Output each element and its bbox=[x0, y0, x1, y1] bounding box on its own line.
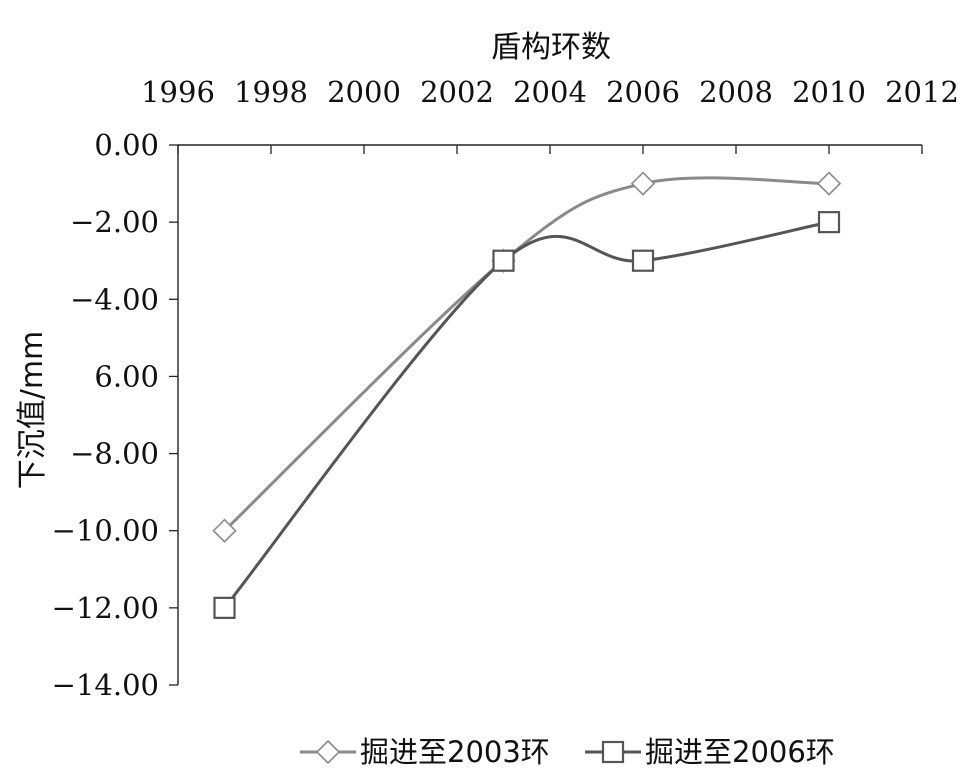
x-tick-label: 2010 bbox=[792, 75, 866, 109]
legend-label: 掘进至2003环 bbox=[360, 735, 550, 769]
axes bbox=[169, 144, 923, 686]
x-tick-label: 2006 bbox=[606, 75, 680, 109]
series-layer bbox=[212, 171, 842, 619]
data-point bbox=[212, 518, 237, 543]
legend-marker bbox=[315, 739, 341, 765]
series-line bbox=[223, 220, 830, 609]
y-tick-label: 6.00 bbox=[94, 359, 159, 393]
data-point bbox=[817, 211, 841, 234]
legend-item-1: 掘进至2003环 bbox=[300, 735, 550, 769]
data-point bbox=[213, 596, 236, 619]
y-tick-label: −10.00 bbox=[52, 514, 159, 548]
data-point bbox=[816, 171, 842, 196]
x-tick-label: 2004 bbox=[513, 75, 587, 109]
x-tick-label: 2002 bbox=[420, 75, 494, 109]
data-point bbox=[631, 249, 655, 272]
y-tick-label: −8.00 bbox=[70, 437, 159, 471]
x-tick-labels: 1996 1998 2000 2002 2004 2006 2008 2010 2012 bbox=[141, 75, 959, 109]
series-2 bbox=[213, 211, 841, 619]
x-tick-label: 1998 bbox=[234, 75, 308, 109]
legend-label: 掘进至2006环 bbox=[645, 735, 835, 769]
y-tick-label: 0.00 bbox=[94, 128, 159, 162]
legend: 掘进至2003环 掘进至2006环 bbox=[300, 735, 835, 769]
x-tick-label: 1996 bbox=[141, 75, 215, 109]
y-tick-label: −12.00 bbox=[52, 591, 159, 625]
x-tick-label: 2000 bbox=[327, 75, 401, 109]
data-point bbox=[492, 249, 515, 272]
legend-marker bbox=[601, 740, 625, 764]
legend-item-2: 掘进至2006环 bbox=[585, 735, 835, 769]
series-line bbox=[223, 176, 830, 532]
y-tick-label: −4.00 bbox=[70, 282, 159, 316]
y-tick-label: −14.00 bbox=[52, 668, 159, 702]
data-point bbox=[630, 171, 656, 196]
x-tick-label: 2012 bbox=[885, 75, 959, 109]
y-tick-labels: 0.00 −2.00 −4.00 6.00 −8.00 −10.00 −12.00 −14.0… bbox=[52, 128, 159, 702]
y-axis-title: 下沉值/mm bbox=[15, 331, 50, 490]
y-tick-label: −2.00 bbox=[70, 205, 159, 239]
x-tick-label: 2008 bbox=[699, 75, 773, 109]
series-1 bbox=[212, 171, 842, 543]
x-axis-title: 盾构环数 bbox=[491, 30, 611, 65]
